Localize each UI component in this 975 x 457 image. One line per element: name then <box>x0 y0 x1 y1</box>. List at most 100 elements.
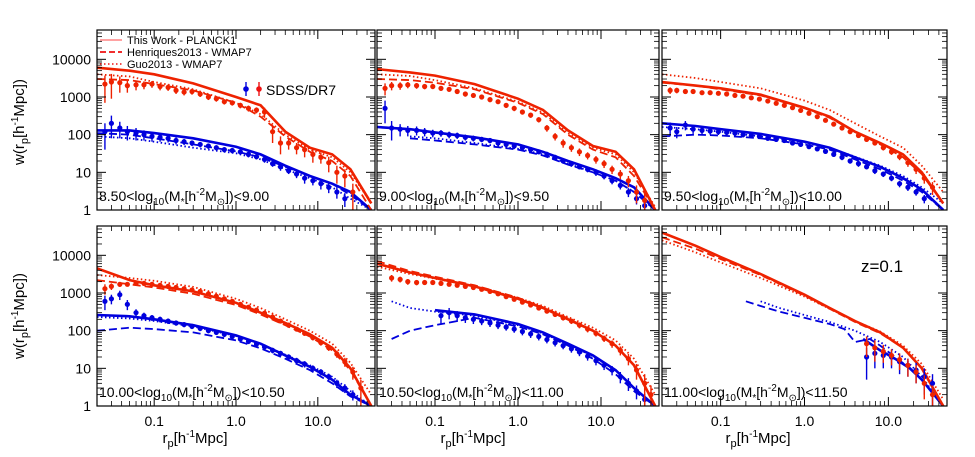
blue-sdss-data-point-18 <box>814 146 820 152</box>
blue-sdss-data-point-13 <box>773 136 779 142</box>
label-part: (M <box>444 188 460 204</box>
red-guo-line <box>97 274 373 396</box>
label-part: [h <box>472 384 484 400</box>
blue-sdss-data-point-11 <box>470 135 476 141</box>
blue-sdss-data-point-15 <box>789 140 796 146</box>
red-sdss-data-point-7 <box>724 91 730 97</box>
red-sdss-data-point-22 <box>568 318 575 324</box>
blue-sdss-data-point-21 <box>269 347 276 353</box>
red-sdss-data-point-12 <box>479 94 485 100</box>
red-sdss-data-point-5 <box>422 83 428 90</box>
label-part: ])<10.50 <box>233 384 285 400</box>
red-sdss-data-point-14 <box>495 99 501 105</box>
blue-sdss-data-point-30 <box>625 189 632 195</box>
blue-sdss-data-point-11 <box>189 323 195 329</box>
blue-sdss-data-point-15 <box>503 141 509 148</box>
red-sdss-data-point-19 <box>253 107 260 113</box>
blue-sdss-data-point-8 <box>165 135 171 141</box>
blue-sdss-data-point-26 <box>880 171 886 177</box>
red-sdss-data-point-17 <box>237 301 243 307</box>
blue-sdss-data-point-8 <box>165 318 171 324</box>
red-sdss-data-point-11 <box>189 287 195 293</box>
red-sdss-data-point-23 <box>576 322 583 328</box>
red-sdss-data-point-18 <box>245 304 252 310</box>
legend-label-sdss: SDSS/DR7 <box>266 82 336 98</box>
red-sdss-data-point-10 <box>181 286 187 292</box>
label-part: M <box>777 384 789 400</box>
plot-area <box>662 231 945 406</box>
blue-sdss-data-point-17 <box>237 336 243 342</box>
red-sdss-data-point-1 <box>108 79 115 85</box>
red-sdss-data-point-13 <box>487 97 493 103</box>
blue-sdss-data-point-7 <box>724 129 730 135</box>
plot-area <box>662 73 945 210</box>
blue-sdss-data-point-9 <box>454 132 460 139</box>
panel-frame <box>376 225 660 407</box>
blue-sdss-data-point-8 <box>732 130 738 136</box>
label-part: 9.50<log <box>664 188 718 204</box>
red-sdss-data-point-32 <box>929 184 936 190</box>
red-sdss-data-point-13 <box>205 94 212 100</box>
blue-sdss-data-point-1 <box>108 120 115 126</box>
x-tick-label: 10.0 <box>304 413 331 429</box>
red-sdss-data-point-2 <box>117 80 123 86</box>
x-tick-label: 0.1 <box>425 413 445 429</box>
red-sdss-data-point-7 <box>157 83 163 90</box>
red-sdss-data-point-11 <box>479 286 485 292</box>
blue-sdss-data-point-26 <box>593 169 599 175</box>
panel-mass-bin-label: 10.50<log10(M*[h-2M⊙])<11.00 <box>379 383 564 404</box>
y-tick-label: 10 <box>75 360 91 376</box>
red-sdss-data-point-26 <box>310 335 316 341</box>
label-part: ])<11.00 <box>513 384 564 400</box>
blue-sdss-data-point-30 <box>913 189 919 195</box>
red-sdss-data-point-3 <box>690 88 696 95</box>
blue-this-work-line <box>97 129 373 210</box>
red-sdss-data-point-13 <box>773 100 779 106</box>
blue-sdss-data-point-25 <box>872 168 878 174</box>
red-sdss-data-point-6 <box>149 281 155 287</box>
red-sdss-data-point-9 <box>462 283 468 289</box>
blue-sdss-data-point-8 <box>503 324 509 330</box>
label-part: M <box>485 188 497 204</box>
red-this-work-line <box>97 66 373 205</box>
blue-sdss-data-point-6 <box>149 315 155 321</box>
red-sdss-data-point-5 <box>905 362 911 368</box>
label-part: ⊙ <box>497 197 505 208</box>
red-this-work-line <box>377 67 657 210</box>
red-sdss-data-point-14 <box>503 294 509 300</box>
blue-sdss-data-point-13 <box>544 336 550 343</box>
blue-sdss-data-point-23 <box>625 380 632 386</box>
blue-sdss-data-point-11 <box>528 331 534 337</box>
red-sdss-data-point-13 <box>495 291 501 297</box>
red-sdss-data-point-16 <box>229 298 235 304</box>
label-part: 8.50<log <box>99 188 153 204</box>
red-sdss-data <box>863 336 936 406</box>
blue-sdss-data-point-0 <box>667 125 673 131</box>
red-sdss-data-point-22 <box>277 140 284 146</box>
red-sdss-data-point-27 <box>888 149 895 155</box>
red-sdss-data-point-3 <box>124 83 130 89</box>
label-part: 10.00<log <box>99 384 161 400</box>
red-sdss-data-point-32 <box>358 385 364 391</box>
blue-sdss-data-point-24 <box>863 164 870 170</box>
red-sdss-data-point-4 <box>699 90 705 96</box>
x-tick-label: 0.1 <box>711 413 731 429</box>
label-part: ⊙ <box>217 197 225 208</box>
red-sdss-data-point-15 <box>503 102 509 108</box>
y-tick-label: 100 <box>68 323 92 339</box>
blue-sdss-data-point-18 <box>245 338 252 344</box>
label-part: [h <box>756 384 768 400</box>
red-sdss-data-point-25 <box>585 152 591 159</box>
red-sdss-data-point-9 <box>740 93 746 99</box>
blue-sdss-data <box>102 115 348 208</box>
blue-sdss-data-point-2 <box>397 126 403 132</box>
red-sdss-data-point-18 <box>814 114 820 120</box>
label-part: [h <box>464 188 476 204</box>
red-sdss-data-point-6 <box>715 90 721 96</box>
red-sdss-data-point-30 <box>633 367 640 373</box>
blue-sdss-data-point-12 <box>197 325 203 331</box>
label-part: M <box>205 188 217 204</box>
red-sdss-data-point-22 <box>277 318 284 324</box>
red-sdss-data-point-8 <box>446 86 452 92</box>
